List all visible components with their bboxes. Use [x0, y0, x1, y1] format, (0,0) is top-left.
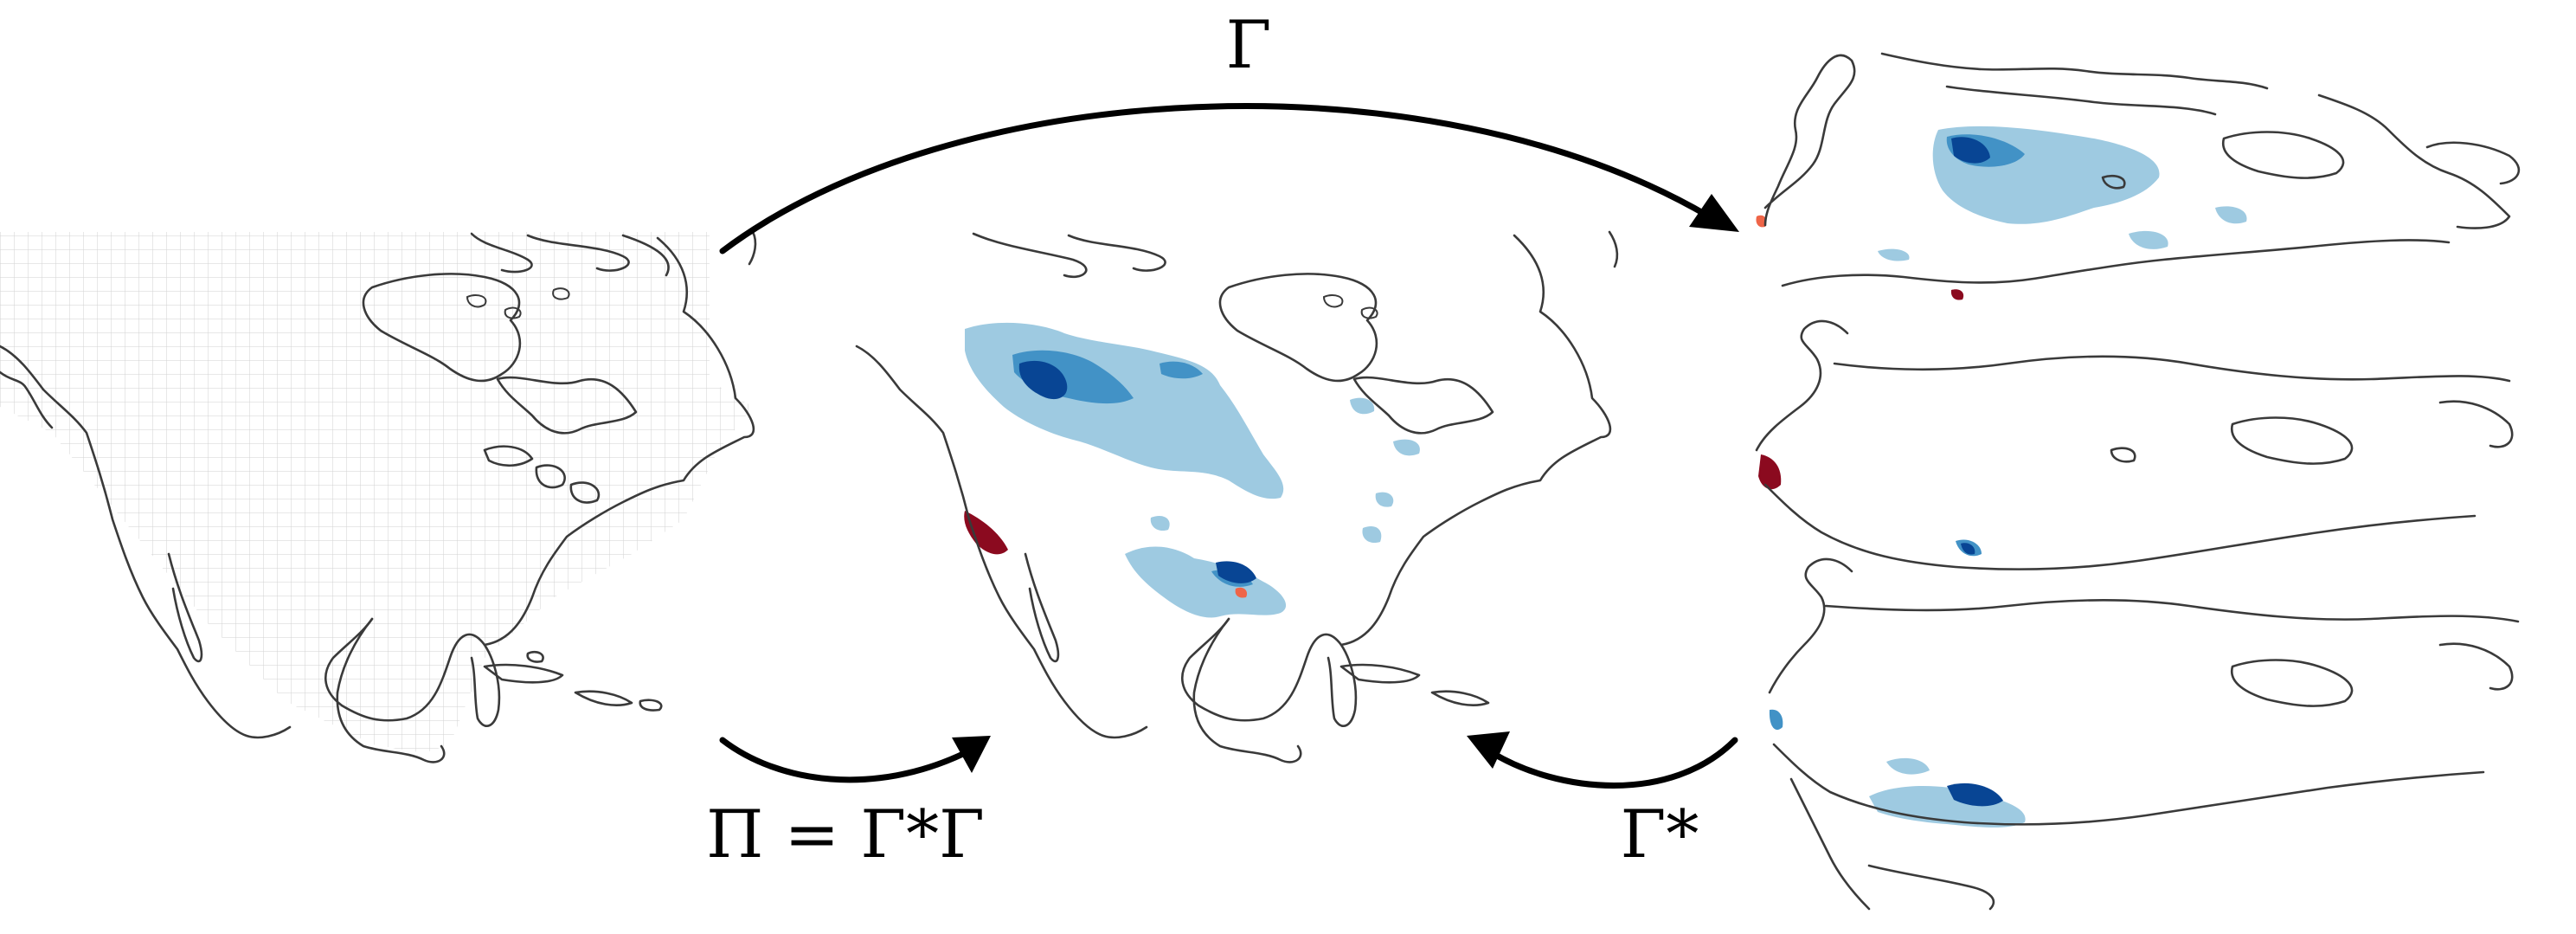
coastline	[1763, 54, 1856, 227]
pi-arrow	[719, 736, 991, 783]
coastline	[1755, 319, 1849, 452]
grid-mesh	[0, 232, 753, 753]
anomaly-region	[964, 511, 1008, 555]
stacked-transformed-maps	[1755, 52, 2521, 911]
coastline	[1768, 557, 1853, 694]
gamma-arrow	[719, 103, 1739, 254]
coastline	[324, 236, 755, 722]
coastline	[362, 273, 522, 383]
projected-anomaly-map	[748, 230, 1619, 763]
gamma-star-arrow	[1467, 731, 1738, 789]
gamma-star-label: Γ*	[1621, 796, 1699, 873]
coastline	[972, 232, 1088, 279]
coastline	[0, 345, 292, 739]
gridded-north-america-map	[0, 232, 755, 763]
gamma-label: Γ	[1226, 6, 1272, 83]
pi-label: Π = Γ*Γ	[706, 796, 985, 873]
anomaly-region	[965, 322, 1284, 499]
